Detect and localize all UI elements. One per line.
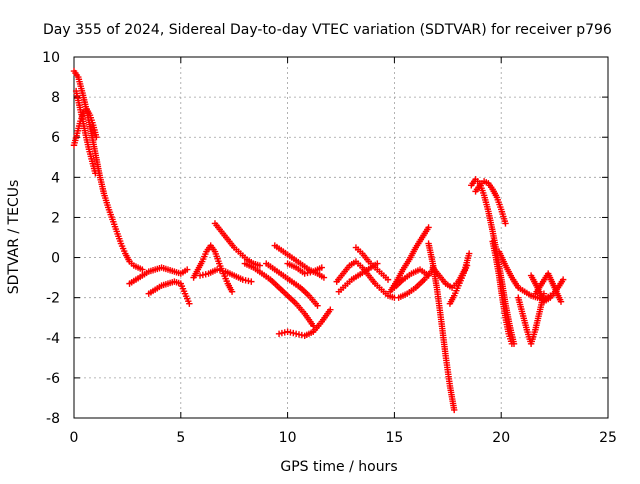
data-point: [374, 260, 381, 267]
y-tick-label: -4: [46, 331, 60, 347]
y-tick-label: -8: [46, 411, 60, 427]
data-point: [314, 302, 321, 309]
axes: [73, 56, 609, 419]
plot-frame: [73, 56, 609, 419]
series-arc-11: [263, 260, 321, 309]
x-tick-label: 20: [492, 430, 510, 446]
series-arc-27: [515, 290, 548, 347]
series-arc-20: [425, 240, 458, 414]
series-arc-12: [284, 260, 325, 277]
series-arc-04: [126, 264, 191, 287]
y-tick-label: 8: [51, 90, 60, 106]
y-tick-label: 4: [51, 170, 60, 186]
x-tick-label: 15: [385, 430, 403, 446]
series-arc-01: [70, 67, 146, 273]
chart-title: Day 355 of 2024, Sidereal Day-to-day VTE…: [43, 22, 612, 38]
y-tick-label: 10: [42, 50, 60, 66]
series-arc-03: [72, 87, 99, 177]
x-axis-label: GPS time / hours: [280, 459, 397, 475]
y-axis-label: SDTVAR / TECUs: [6, 180, 22, 295]
series-arc-16: [352, 244, 392, 283]
y-tick-label: 2: [51, 210, 60, 226]
series-arc-09: [241, 260, 317, 329]
data-point: [228, 288, 236, 295]
y-tick-label: -2: [46, 291, 60, 307]
series-arc-06: [190, 242, 236, 295]
y-tick-label: -6: [46, 371, 60, 387]
y-tick-label: 0: [51, 251, 60, 267]
series-arc-23: [468, 176, 518, 347]
data-point: [465, 250, 473, 257]
data-point: [248, 278, 255, 285]
series-arc-25: [489, 238, 516, 347]
series-arc-17: [386, 224, 432, 295]
data-point: [384, 276, 392, 283]
series-arc-29: [532, 270, 565, 305]
data-point: [451, 406, 458, 414]
data-point: [508, 340, 516, 347]
data-point: [186, 300, 193, 307]
data-point: [559, 276, 567, 283]
data-point: [502, 220, 509, 227]
series-arc-10: [271, 242, 328, 281]
series-arc-22: [446, 262, 471, 307]
data-point: [256, 262, 264, 269]
data-point: [93, 134, 100, 141]
data-point: [320, 274, 328, 281]
data-point: [92, 170, 99, 177]
ticks: 0 5 10 15 20 25 -8 -6 -4 -2 0 2 4 6 8 10: [42, 50, 617, 446]
x-tick-label: 5: [176, 430, 185, 446]
series-arc-05: [145, 278, 193, 307]
data-point: [327, 306, 334, 313]
series-arc-24: [472, 178, 509, 227]
series-arc-08: [196, 266, 255, 285]
x-tick-label: 10: [279, 430, 297, 446]
data-point: [425, 224, 432, 231]
x-tick-label: 0: [70, 430, 79, 446]
data-point: [557, 298, 565, 305]
data-series: [70, 67, 567, 414]
data-point: [139, 266, 146, 273]
series-arc-07: [211, 220, 264, 269]
y-tick-label: 6: [51, 130, 60, 146]
series-arc-13: [275, 306, 334, 339]
x-tick-label: 25: [599, 430, 617, 446]
grid-lines: [74, 57, 608, 418]
data-point: [463, 262, 471, 269]
series-arc-14: [333, 258, 398, 301]
data-point: [184, 266, 191, 273]
data-point: [318, 264, 325, 271]
